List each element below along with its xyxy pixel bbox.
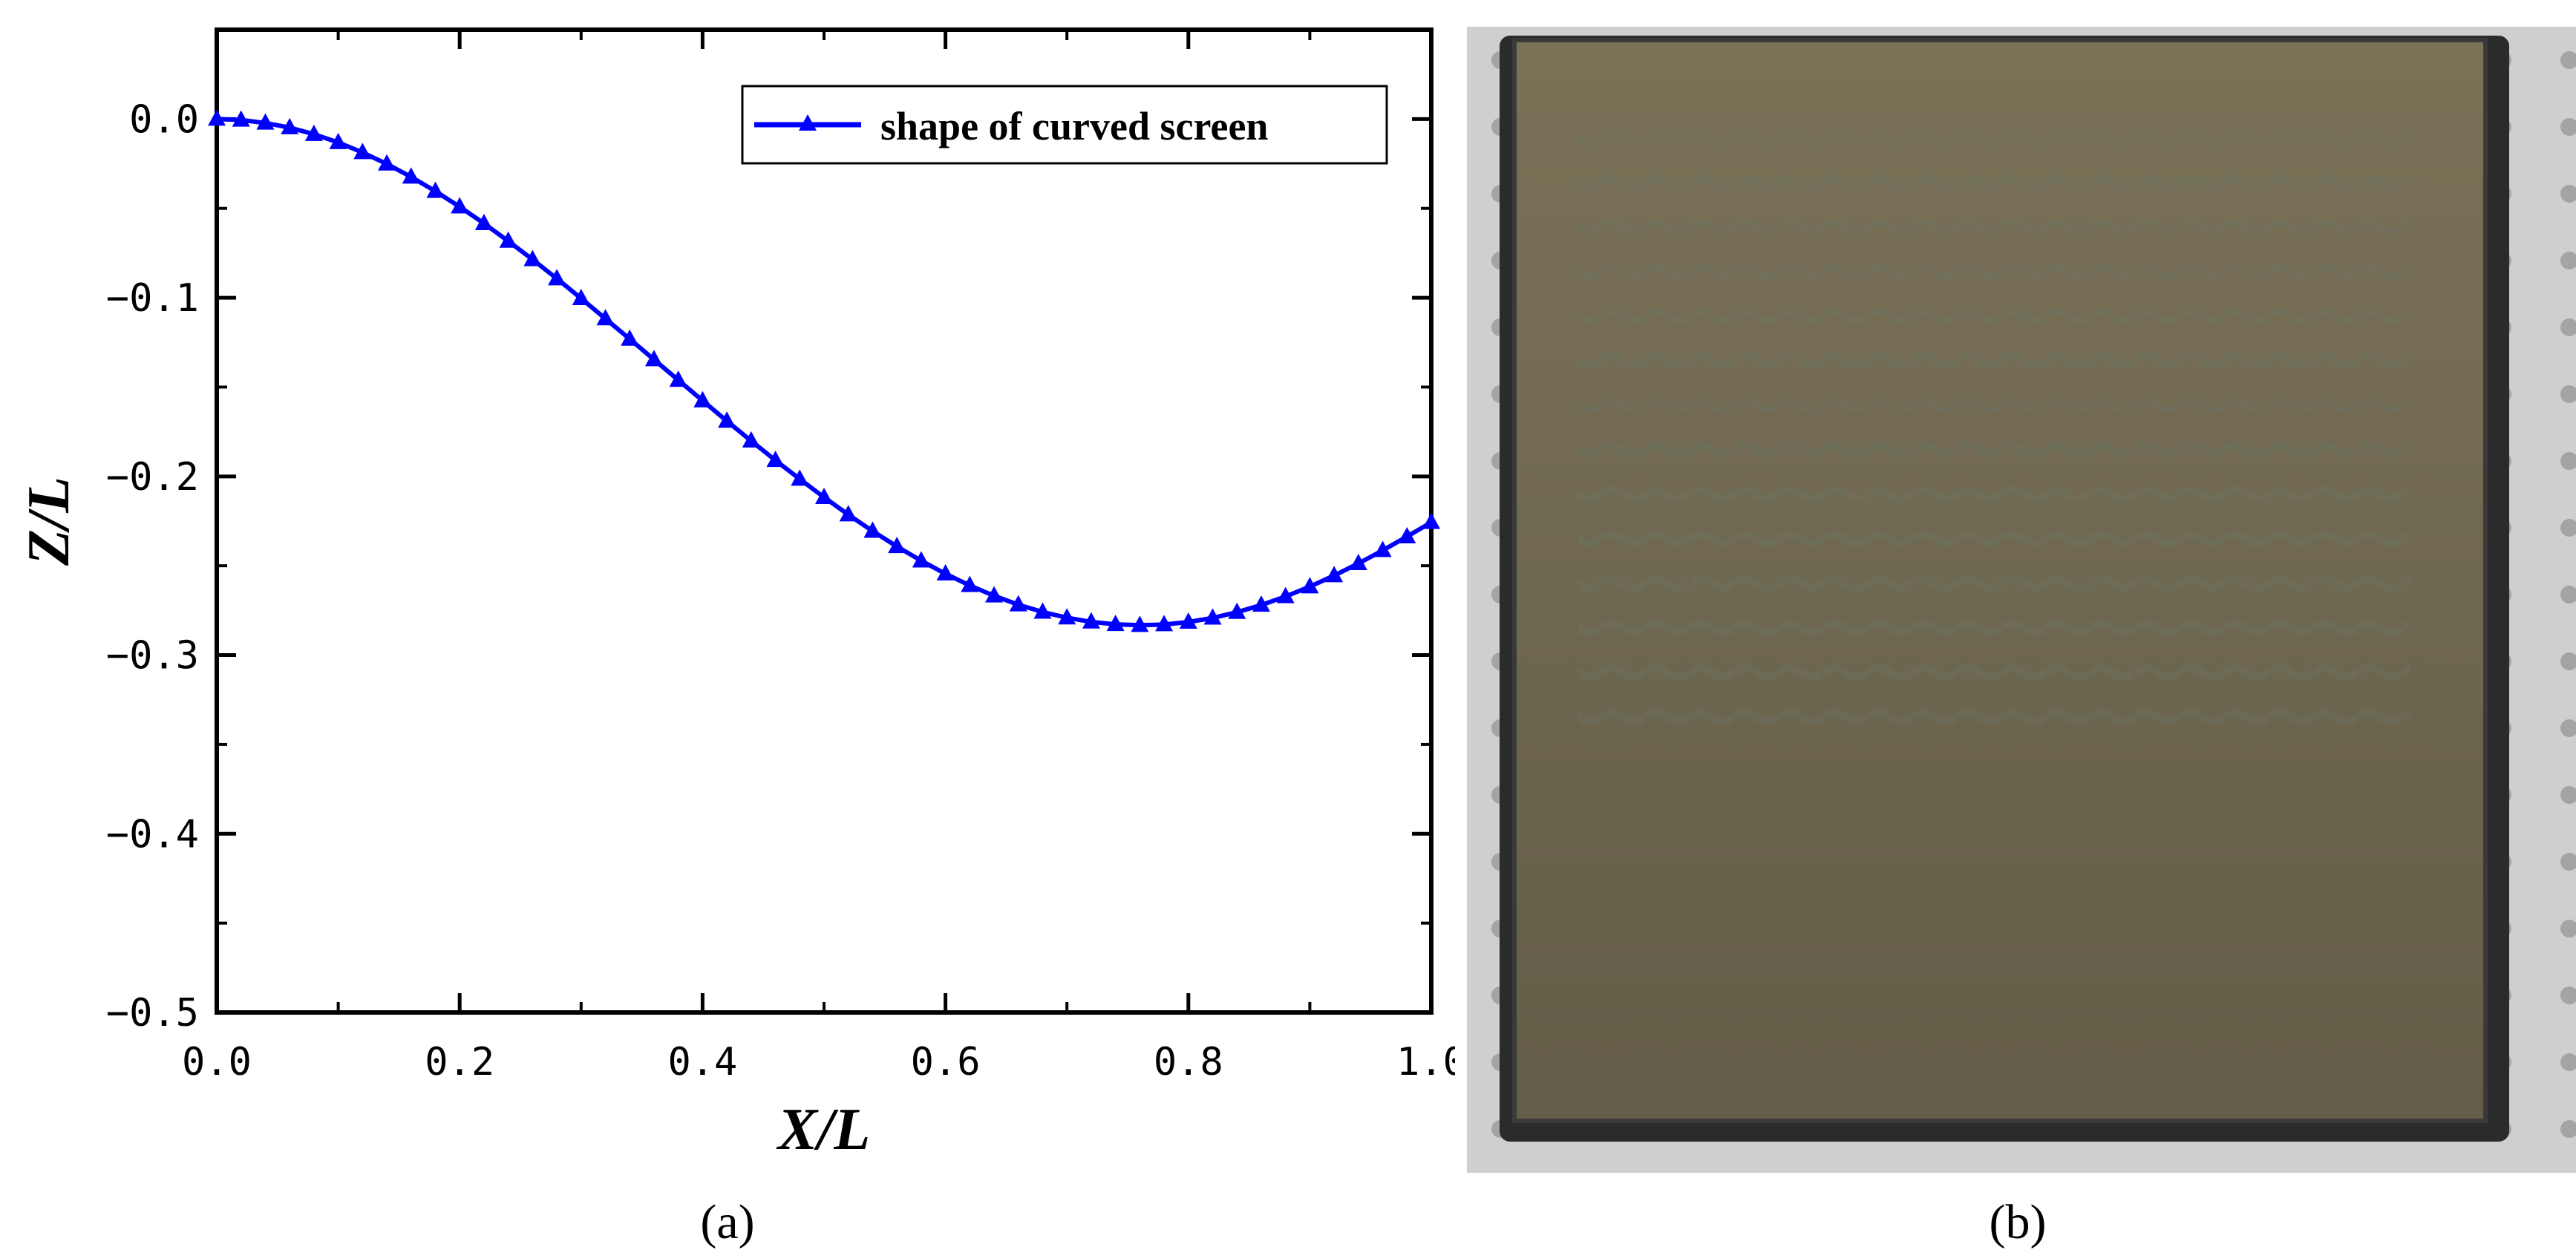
chart-a: 0.0 0.2 0.4 0.6 0.8 1.0 0.0 −0.1 −0.2 −0.3 −0.4 −0.… <box>16 27 1455 1249</box>
data-point <box>888 537 906 554</box>
y-tick-label: −0.2 <box>106 455 199 500</box>
x-tick-label: 1.0 <box>1396 1040 1455 1084</box>
data-point <box>1009 595 1027 612</box>
data-point <box>208 109 226 126</box>
plot-frame <box>215 27 1434 1015</box>
x-tick-label: 0.0 <box>182 1040 252 1084</box>
data-point <box>1106 615 1125 632</box>
panel-label-a: (a) <box>700 1195 754 1249</box>
y-tick-label: −0.3 <box>106 634 199 678</box>
x-tick-label: 0.4 <box>667 1040 737 1084</box>
data-point <box>791 469 809 486</box>
data-point <box>474 213 493 230</box>
data-point <box>1033 602 1052 619</box>
x-axis-title: X/L <box>776 1097 870 1162</box>
x-tick-label: 0.2 <box>425 1040 494 1084</box>
data-point <box>961 575 979 592</box>
panel-label-b: (b) <box>1990 1195 2047 1249</box>
y-tick-label: −0.1 <box>106 276 199 321</box>
series-line <box>216 117 1433 628</box>
data-point <box>281 117 299 134</box>
y-tick-label: −0.5 <box>106 991 199 1035</box>
data-point <box>232 110 250 127</box>
data-point <box>402 167 420 184</box>
data-point <box>1422 512 1440 529</box>
data-point <box>499 231 517 248</box>
data-point <box>1349 554 1367 571</box>
x-tick-label: 0.6 <box>911 1040 981 1084</box>
data-point <box>1082 612 1100 629</box>
y-axis-title: Z/L <box>16 477 82 566</box>
data-point <box>523 249 542 266</box>
data-point <box>863 521 882 538</box>
data-point <box>718 411 736 428</box>
data-point <box>1398 526 1416 543</box>
legend-marker <box>799 114 817 131</box>
data-point <box>766 451 785 468</box>
data-point <box>256 113 275 130</box>
data-point <box>548 269 566 286</box>
data-point <box>936 564 955 581</box>
data-point <box>1155 615 1174 632</box>
series-layer <box>208 109 1440 632</box>
data-point <box>644 350 663 367</box>
axis-tick-labels: 0.0 0.2 0.4 0.6 0.8 1.0 0.0 −0.1 −0.2 −0.3 −0.4 −0.… <box>106 97 1455 1084</box>
data-point <box>815 487 833 504</box>
y-tick-label: −0.4 <box>106 812 199 857</box>
data-point <box>742 431 760 448</box>
x-tick-label: 0.8 <box>1154 1040 1223 1084</box>
data-point <box>596 309 615 326</box>
data-point <box>1276 586 1295 603</box>
data-point <box>1301 577 1319 594</box>
data-point <box>329 132 347 149</box>
data-point <box>1228 602 1246 619</box>
data-point <box>693 390 712 408</box>
data-point <box>669 370 687 387</box>
data-point <box>426 181 445 198</box>
y-tick-label: 0.0 <box>129 97 199 142</box>
data-point <box>378 154 396 171</box>
curved-screen-photo <box>1467 27 2576 1173</box>
data-point <box>1058 608 1076 625</box>
data-point <box>1373 540 1392 557</box>
data-point <box>1325 566 1344 583</box>
data-point <box>1252 595 1270 612</box>
axis-ticks <box>215 30 1434 1015</box>
data-point <box>1179 612 1197 629</box>
data-point <box>353 143 372 160</box>
data-point <box>621 329 639 346</box>
legend: shape of curved screen <box>741 85 1388 165</box>
data-point <box>1203 608 1222 625</box>
data-point <box>912 551 930 568</box>
data-point <box>304 124 323 141</box>
legend-label: shape of curved screen <box>880 104 1268 148</box>
data-point <box>985 586 1004 603</box>
data-point <box>451 197 469 214</box>
data-point <box>839 505 857 522</box>
data-point <box>572 289 590 306</box>
data-point <box>1131 615 1149 632</box>
